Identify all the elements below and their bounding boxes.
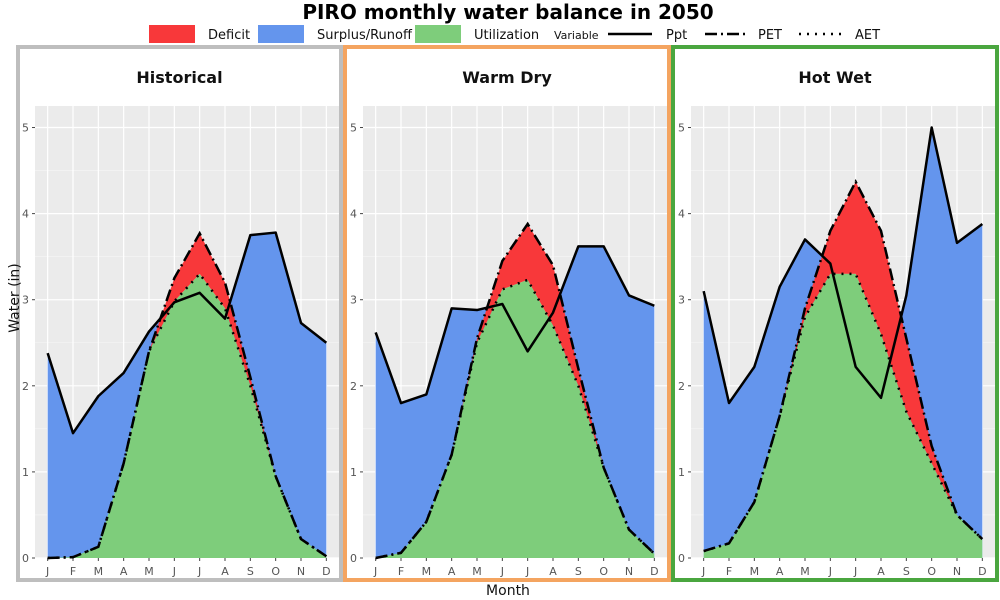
y-tick-label: 2 (678, 380, 685, 393)
y-tick-label: 1 (22, 466, 29, 479)
aet-line (375, 278, 656, 560)
chart-title: PIRO monthly water balance in 2050 (302, 0, 713, 24)
x-tick-label: N (297, 565, 305, 578)
x-tick-label: N (625, 565, 633, 578)
y-tick-label: 4 (678, 208, 685, 221)
x-tick-label: D (978, 565, 986, 578)
x-tick-label: J (500, 565, 504, 578)
legend-label-deficit: Deficit (208, 28, 250, 43)
y-tick-label: 5 (22, 122, 29, 135)
x-tick-label: M (800, 565, 810, 578)
x-tick-label: A (221, 565, 229, 578)
x-tick-label: M (94, 565, 104, 578)
x-tick-label: J (197, 565, 201, 578)
y-axis-title: Water (in) (7, 263, 23, 333)
x-tick-label: F (726, 565, 732, 578)
x-tick-label: S (903, 565, 910, 578)
x-tick-label: J (172, 565, 176, 578)
legend-label-utilization: Utilization (474, 28, 539, 43)
panel-1: Historical 0 1 2 3 4 5 J F M A M J J A S O N D (16, 45, 343, 582)
x-tick-label: M (144, 565, 154, 578)
x-tick-label: A (549, 565, 557, 578)
x-tick-label: O (271, 565, 280, 578)
y-tick-label: 5 (678, 122, 685, 135)
x-tick-label: J (373, 565, 377, 578)
chart-panels: Historical 0 1 2 3 4 5 J F M A M J J A S O N D Warm Dry 0 1 2 3… (16, 45, 999, 582)
legend-swatch-deficit (149, 25, 195, 43)
y-tick-label: 4 (350, 208, 357, 221)
y-tick-label: 3 (678, 294, 685, 307)
y-tick-label: 4 (22, 208, 29, 221)
ppt-line (702, 126, 984, 405)
legend: Deficit Surplus/Runoff Utilization Varia… (149, 25, 880, 43)
pet-line (703, 179, 984, 553)
panel-title: Historical (136, 68, 222, 87)
panel-title: Warm Dry (462, 68, 552, 87)
ppt-line (46, 231, 328, 435)
pet-line (47, 230, 328, 560)
y-tick-label: 0 (678, 552, 685, 565)
utilization-area (703, 273, 983, 558)
x-tick-label: N (953, 565, 961, 578)
pet-line (375, 221, 656, 560)
y-tick-label: 5 (350, 122, 357, 135)
x-tick-label: O (599, 565, 608, 578)
x-tick-label: F (70, 565, 76, 578)
y-tick-label: 2 (350, 380, 357, 393)
y-tick-label: 1 (350, 466, 357, 479)
legend-label-ppt: Ppt (666, 28, 687, 43)
utilization-area (375, 279, 655, 558)
x-tick-label: J (828, 565, 832, 578)
x-tick-label: S (575, 565, 582, 578)
x-tick-label: A (776, 565, 784, 578)
legend-swatch-surplus (258, 25, 304, 43)
panel-3: Hot Wet 0 1 2 3 4 5 J F M A M J J A S O N D (671, 45, 999, 582)
x-tick-label: M (750, 565, 760, 578)
y-tick-label: 3 (350, 294, 357, 307)
legend-variable-title: Variable (554, 29, 599, 42)
y-tick-label: 0 (22, 552, 29, 565)
panel-title: Hot Wet (798, 68, 872, 87)
x-tick-label: A (877, 565, 885, 578)
x-tick-label: D (650, 565, 658, 578)
x-tick-label: D (322, 565, 330, 578)
y-tick-label: 2 (22, 380, 29, 393)
x-axis-title: Month (486, 583, 530, 599)
x-tick-label: S (247, 565, 254, 578)
x-tick-label: J (45, 565, 49, 578)
y-tick-label: 1 (678, 466, 685, 479)
x-tick-label: A (448, 565, 456, 578)
ppt-line (374, 245, 655, 405)
y-tick-label: 3 (22, 294, 29, 307)
y-tick-label: 0 (350, 552, 357, 565)
x-tick-label: M (422, 565, 432, 578)
x-tick-label: J (525, 565, 529, 578)
panel-2: Warm Dry 0 1 2 3 4 5 J F M A M J J A S O N D (343, 45, 671, 582)
x-tick-label: J (701, 565, 705, 578)
legend-label-aet: AET (855, 28, 880, 43)
aet-line (703, 272, 984, 553)
legend-label-surplus: Surplus/Runoff (317, 28, 413, 43)
legend-label-pet: PET (758, 28, 782, 43)
x-tick-label: J (853, 565, 857, 578)
legend-swatch-utilization (415, 25, 461, 43)
x-tick-label: A (120, 565, 128, 578)
x-tick-label: O (927, 565, 936, 578)
deficit-area (703, 181, 983, 552)
x-tick-label: M (472, 565, 482, 578)
x-tick-label: F (398, 565, 404, 578)
